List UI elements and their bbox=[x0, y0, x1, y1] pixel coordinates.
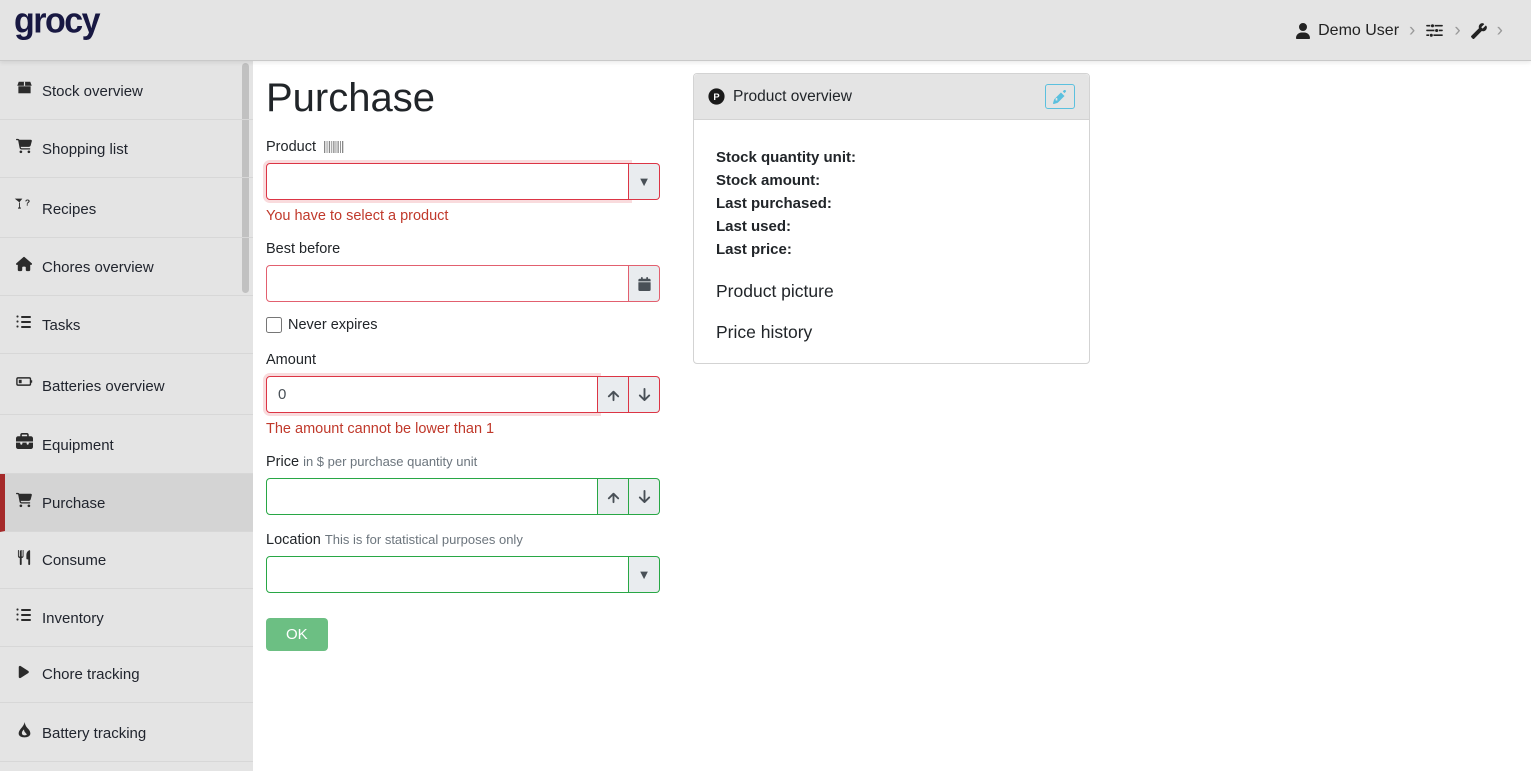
svg-text:P: P bbox=[713, 92, 719, 102]
svg-text:?: ? bbox=[25, 198, 30, 208]
